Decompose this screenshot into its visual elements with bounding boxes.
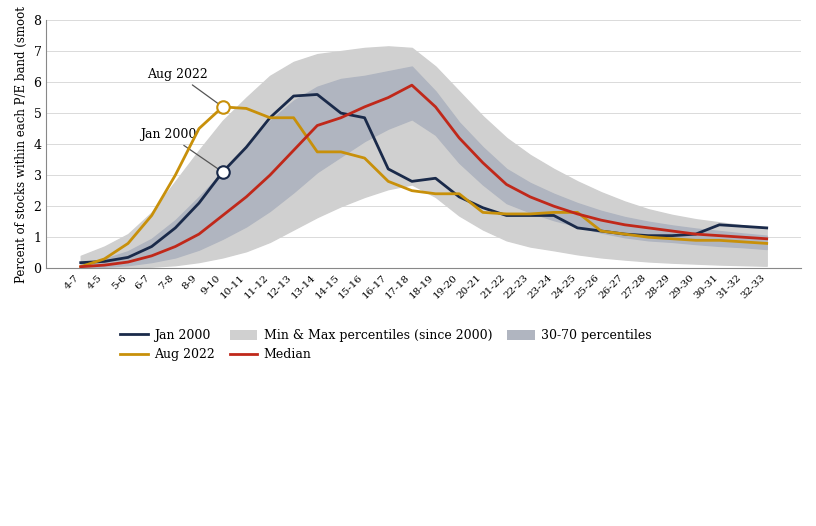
Legend: Jan 2000, Aug 2022, Min & Max percentiles (since 2000), Median, 30-70 percentile: Jan 2000, Aug 2022, Min & Max percentile… bbox=[115, 324, 657, 366]
Text: Aug 2022: Aug 2022 bbox=[147, 67, 220, 105]
Y-axis label: Percent of stocks within each P/E band (smoot: Percent of stocks within each P/E band (… bbox=[15, 6, 28, 282]
Text: Jan 2000: Jan 2000 bbox=[140, 128, 220, 170]
